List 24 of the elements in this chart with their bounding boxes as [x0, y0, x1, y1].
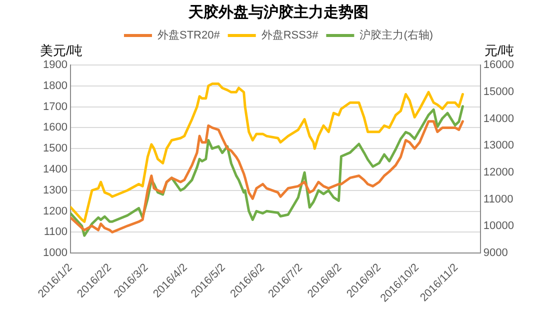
y2-tick-label: 16000 — [483, 59, 514, 72]
y-tick-label: 1000 — [42, 247, 68, 260]
y-axis-title: 美元/吨 — [40, 43, 83, 58]
y-tick-label: 1400 — [42, 164, 68, 176]
y-tick-label: 1500 — [42, 142, 68, 155]
y-tick-label: 1600 — [42, 122, 68, 134]
y-tick-label: 1700 — [42, 100, 68, 113]
y2-tick-label: 13000 — [483, 140, 514, 152]
y-tick-label: 1800 — [42, 80, 68, 92]
y-tick-label: 1900 — [42, 59, 68, 72]
y2-tick-label: 15000 — [483, 86, 514, 98]
y2-tick-label: 12000 — [483, 166, 514, 178]
legend-label: 外盘RSS3# — [261, 30, 320, 42]
y2-tick-label: 10000 — [483, 220, 514, 232]
y-tick-label: 1100 — [44, 226, 68, 238]
legend-label: 外盘STR20# — [157, 30, 221, 42]
y2-tick-label: 14000 — [483, 112, 514, 125]
chart-title: 天胶外盘与沪胶主力走势图 — [188, 3, 368, 22]
legend-label: 沪胶主力(右轴) — [360, 28, 434, 42]
y2-axis-title: 元/吨 — [484, 43, 514, 58]
y-tick-label: 1300 — [42, 184, 68, 196]
y2-tick-label: 9000 — [483, 247, 508, 260]
y-tick-label: 1200 — [42, 205, 68, 218]
y2-tick-label: 11000 — [483, 193, 514, 206]
